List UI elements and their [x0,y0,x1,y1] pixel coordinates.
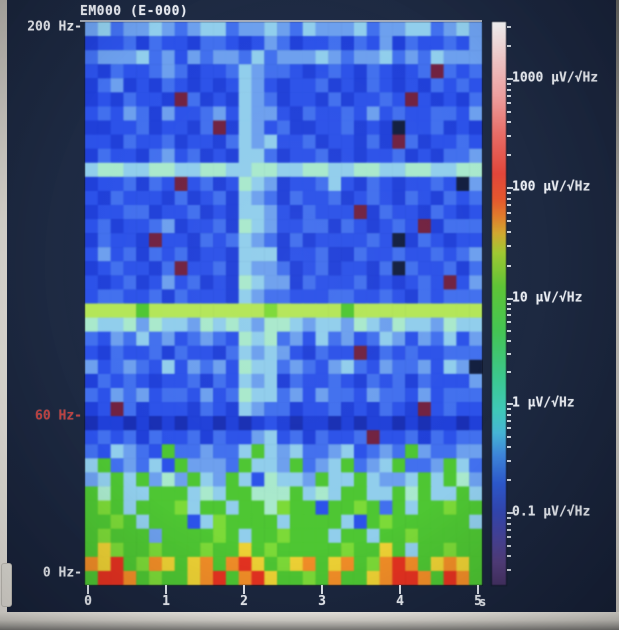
monitor-bezel-left [0,0,7,630]
colorbar-tick [507,102,511,105]
colorbar-tick [507,45,511,48]
colorbar-tick [507,302,511,305]
colorbar-tick [507,407,511,410]
time-tick-label: 5 [474,594,482,609]
colorbar-tick [507,220,511,223]
colorbar-tick [507,314,511,317]
colorbar-tick [507,512,513,514]
colorbar-tick [507,339,511,342]
time-tick [243,585,245,594]
colorbar-tick [507,211,511,214]
colorbar-tick [507,419,511,422]
colorbar-tick [507,522,511,525]
colorbar-tick [507,413,511,416]
colorbar-tick [507,555,511,558]
colorbar-tick [507,568,511,571]
colorbar-tick [507,446,511,449]
colorbar-tick [507,88,511,91]
time-tick [399,585,401,594]
colorbar-tick [507,197,511,200]
colorbar-tick [507,121,511,124]
spectrogram-plot [84,21,483,586]
monitor-bezel-button [1,563,12,607]
colorbar-label: 100 μV/√Hz [512,179,591,195]
colorbar-tick [507,536,511,539]
spectrogram-canvas [85,22,482,585]
colorbar-tick [507,435,511,438]
colorbar-label: 0.1 μV/√Hz [512,504,591,520]
colorbar-tick [507,245,511,248]
colorbar-tick [507,264,511,267]
colorbar-tick [507,298,513,300]
time-tick-label: 1 [162,594,170,609]
colorbar-tick [507,154,511,157]
colorbar-tick [507,371,511,374]
monitor-bezel-right [616,0,619,630]
colorbar-label: 1 μV/√Hz [512,395,575,411]
colorbar-tick [507,479,511,482]
time-tick [87,585,89,594]
colorbar-tick [507,528,511,531]
colorbar-tick [507,544,511,547]
monitor-bezel-bottom [0,612,619,630]
colorbar-tick [507,403,513,405]
colorbar-tick [507,321,511,324]
colorbar-tick [507,25,511,28]
colorbar-tick [507,78,513,80]
freq-axis-label: 60 Hz- [35,408,82,424]
colorbar-gradient [491,21,507,586]
colorbar-tick [507,94,511,97]
colorbar-tick [507,427,511,430]
colorbar-tick [507,352,511,355]
colorbar-tick [507,82,511,85]
colorbar-label: 1000 μV/√Hz [512,70,599,86]
colorbar-tick [507,329,511,332]
time-tick-label: 4 [396,594,404,609]
time-tick-label: 3 [318,594,326,609]
spectrogram-title: EM000 (E-000) [80,4,189,19]
colorbar-tick [507,459,511,462]
colorbar-tick [507,110,511,113]
colorbar-tick [507,187,513,189]
plot-top-border [80,20,482,22]
colorbar-tick [507,134,511,137]
freq-axis-label: 0 Hz- [42,565,82,581]
time-tick-label: 2 [240,594,248,609]
colorbar-tick [507,516,511,519]
colorbar-tick [507,204,511,207]
time-tick [477,585,479,594]
colorbar-tick [507,308,511,311]
time-tick [321,585,323,594]
colorbar-tick [507,192,511,195]
colorbar-label: 10 μV/√Hz [512,290,583,306]
time-unit-label: s [479,595,487,609]
time-tick-label: 0 [84,594,92,609]
colorbar-tick [507,231,511,234]
time-tick [165,585,167,594]
freq-axis-label: 200 Hz- [27,19,82,35]
